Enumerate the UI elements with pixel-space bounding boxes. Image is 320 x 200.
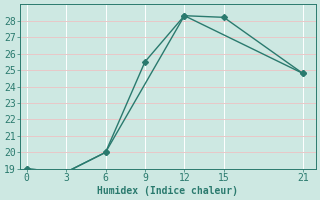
X-axis label: Humidex (Indice chaleur): Humidex (Indice chaleur)	[98, 186, 238, 196]
